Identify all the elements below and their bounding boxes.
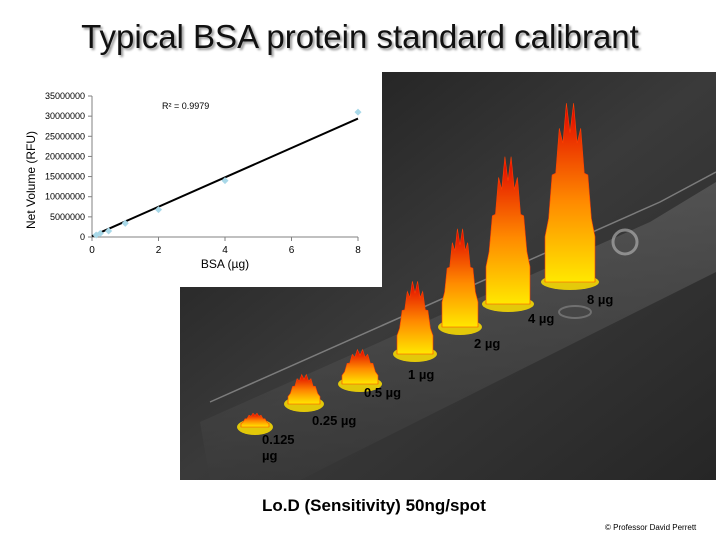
fluorescence-peak <box>441 228 479 328</box>
label-0-125-unit: µg <box>262 448 278 463</box>
x-tick-label: 2 <box>156 245 162 256</box>
data-point <box>154 206 163 214</box>
y-axis-label: Net Volume (RFU) <box>24 131 38 229</box>
lod-text: Lo.D (Sensitivity) 50ng/spot <box>262 496 486 515</box>
page-title: Typical BSA protein standard calibrant <box>81 18 639 55</box>
label-2ug: 2 µg <box>474 336 501 351</box>
y-tick-label: 0 <box>80 232 85 242</box>
label-8ug: 8 µg <box>587 292 614 307</box>
x-tick-label: 0 <box>89 245 95 256</box>
x-axis-label: BSA (µg) <box>201 257 249 271</box>
label-1ug: 1 µg <box>408 367 435 382</box>
y-tick-label: 10000000 <box>45 192 85 202</box>
data-point <box>354 108 362 116</box>
fluorescence-peak <box>240 412 270 428</box>
y-tick-label: 20000000 <box>45 151 85 161</box>
data-point <box>121 219 129 227</box>
fluorescence-peak <box>485 156 531 305</box>
fluorescence-peak <box>341 348 379 385</box>
copyright: © Professor David Perrett <box>605 523 697 532</box>
fluorescence-peaks <box>237 103 599 435</box>
y-tick-label: 25000000 <box>45 131 85 141</box>
label-4ug: 4 µg <box>528 311 555 326</box>
fluorescence-peak <box>396 281 434 355</box>
y-tick-label: 15000000 <box>45 172 85 182</box>
r-squared-annotation: R² = 0.9979 <box>162 101 209 111</box>
label-0-125: 0.125 <box>262 432 295 447</box>
calibration-chart: Net Volume (RFU) 0 5000000 10000000 1500000… <box>22 72 382 287</box>
label-0-5ug: 0.5 µg <box>364 385 402 400</box>
y-tick-label: 30000000 <box>45 111 85 121</box>
fluorescence-peak <box>287 373 321 405</box>
fluorescence-peak <box>544 103 596 283</box>
y-tick-label: 35000000 <box>45 91 85 101</box>
gel-3d-photo <box>180 72 716 480</box>
label-0-25ug: 0.25 µg <box>312 413 357 428</box>
x-tick-label: 6 <box>289 245 295 256</box>
data-point <box>96 229 104 237</box>
data-point <box>221 177 229 185</box>
x-tick-label: 4 <box>222 245 228 256</box>
data-point <box>105 227 113 235</box>
y-tick-label: 5000000 <box>50 212 85 222</box>
x-tick-label: 8 <box>355 245 361 256</box>
